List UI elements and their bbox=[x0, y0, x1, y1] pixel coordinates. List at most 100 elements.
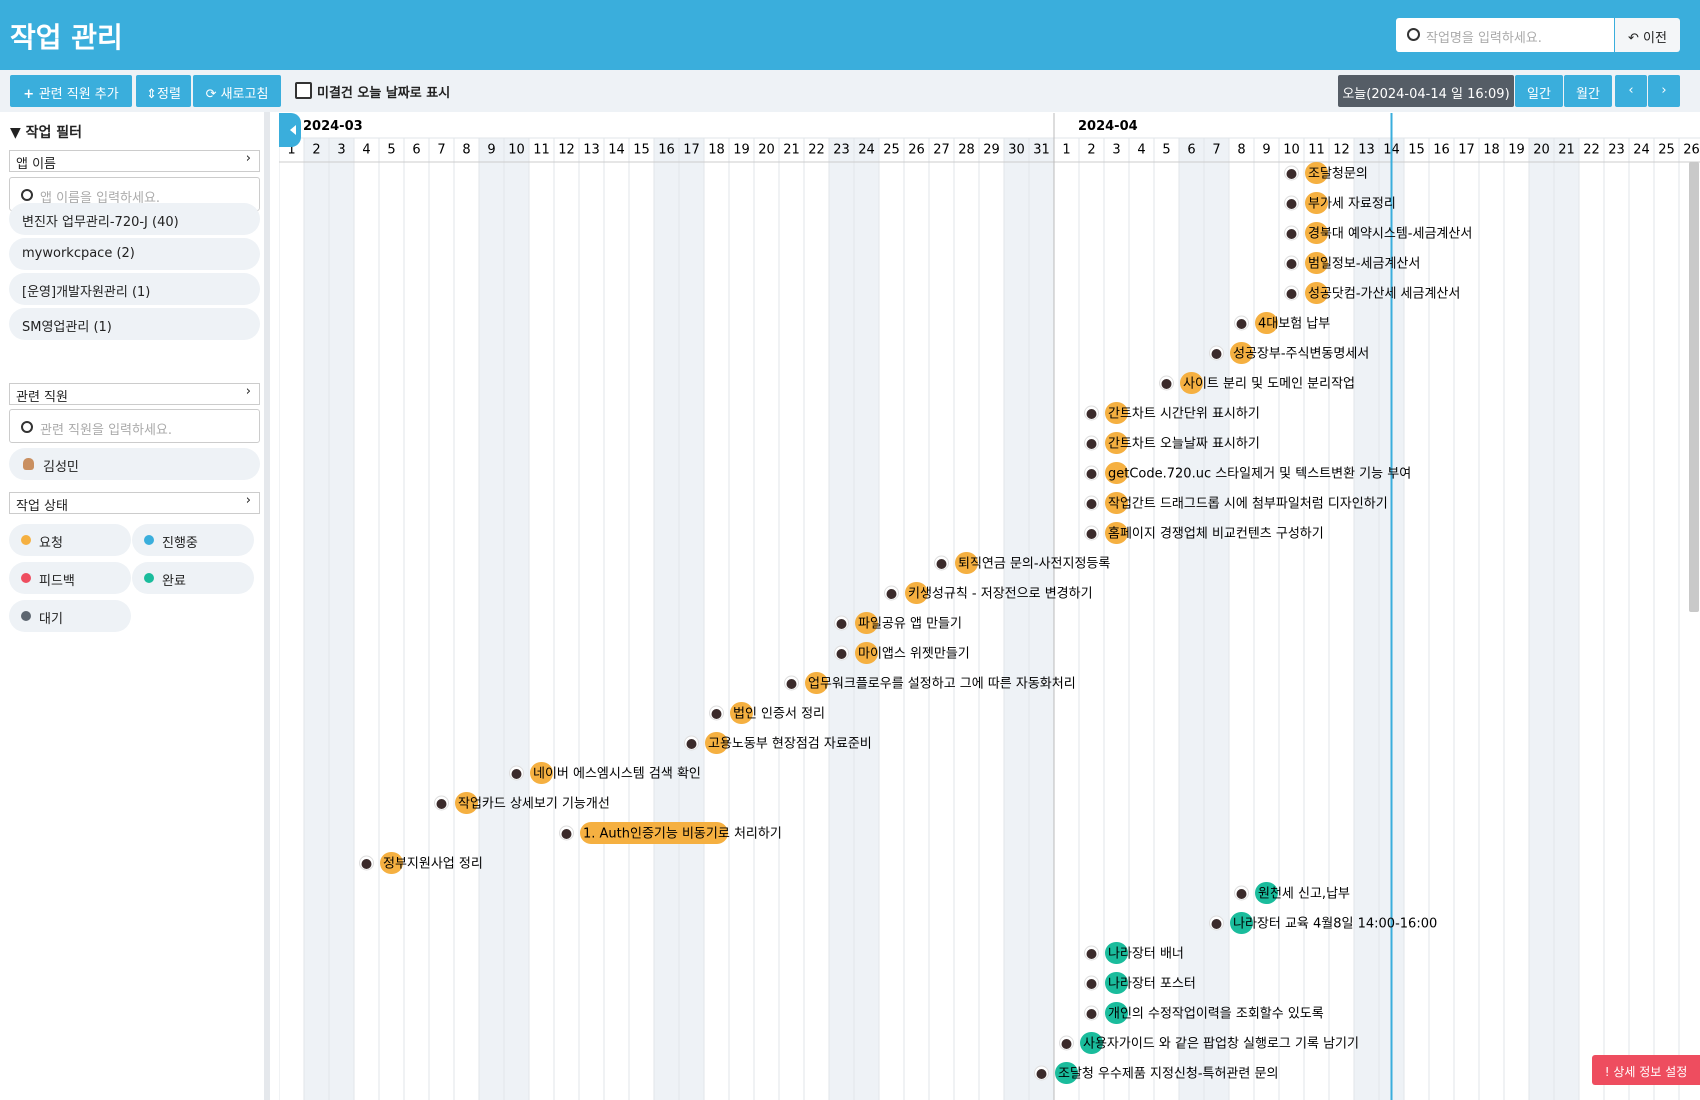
day-label: 14 bbox=[608, 143, 625, 158]
task-avatar-face bbox=[1161, 379, 1172, 389]
day-label: 26 bbox=[1683, 143, 1700, 158]
status-item[interactable]: 요청 bbox=[9, 524, 131, 556]
task-bar bbox=[1105, 522, 1128, 544]
back-text: 이전 bbox=[1643, 31, 1667, 46]
status-item[interactable]: 피드백 bbox=[9, 562, 131, 594]
refresh-button[interactable]: ⟳ 새로고침 bbox=[193, 75, 281, 107]
task-bar bbox=[1055, 1062, 1078, 1084]
monthly-button[interactable]: 월간 bbox=[1564, 75, 1612, 107]
day-label: 6 bbox=[412, 143, 420, 158]
staff-search[interactable]: 관련 직원을 입력하세요. bbox=[9, 409, 260, 443]
task-avatar-face bbox=[1286, 259, 1297, 269]
status-name: 대기 bbox=[39, 612, 63, 627]
task-bar bbox=[1105, 942, 1128, 964]
day-label: 25 bbox=[883, 143, 900, 158]
day-label: 23 bbox=[833, 143, 850, 158]
day-label: 5 bbox=[387, 143, 395, 158]
task-bar bbox=[1305, 222, 1328, 244]
task-bar bbox=[1255, 312, 1278, 334]
weekend-column bbox=[479, 138, 504, 1100]
day-label: 18 bbox=[708, 143, 725, 158]
back-label: ↶ bbox=[1628, 31, 1644, 46]
weekend-column bbox=[1029, 138, 1054, 1100]
back-button[interactable]: ↶ 이전 bbox=[1615, 18, 1680, 52]
day-label: 22 bbox=[808, 143, 825, 158]
staff-select[interactable]: 관련 직원 bbox=[9, 383, 260, 405]
status-name: 진행중 bbox=[162, 536, 198, 551]
task-bar bbox=[1105, 1002, 1128, 1024]
today-button[interactable]: 오늘(2024-04-14 일 16:09) bbox=[1338, 75, 1514, 107]
task-avatar-face bbox=[1086, 529, 1097, 539]
filter-icon: ▼ bbox=[10, 125, 26, 141]
toolbar: + 관련 직원 추가 ⇕정렬 ⟳ 새로고침 미결건 오늘 날짜로 표시 오늘(2… bbox=[0, 70, 1700, 112]
day-label: 16 bbox=[1433, 143, 1450, 158]
status-dot bbox=[21, 573, 31, 583]
day-label: 7 bbox=[1212, 143, 1220, 158]
checkbox-label: 미결건 오늘 날짜로 표시 bbox=[317, 86, 451, 101]
task-bar bbox=[705, 732, 728, 754]
task-bar bbox=[855, 642, 878, 664]
status-item[interactable]: 대기 bbox=[9, 600, 131, 632]
task-avatar-face bbox=[1036, 1069, 1047, 1079]
detail-icon: ! bbox=[1604, 1065, 1614, 1079]
staff-item[interactable]: 김성민 bbox=[9, 448, 260, 480]
sort-button[interactable]: ⇕정렬 bbox=[136, 75, 191, 107]
day-label: 3 bbox=[1112, 143, 1120, 158]
app-item[interactable]: SM영업관리 (1) bbox=[9, 308, 260, 340]
task-bar bbox=[455, 792, 478, 814]
task-bar bbox=[955, 552, 978, 574]
day-label: 24 bbox=[858, 143, 875, 158]
status-name: 피드백 bbox=[39, 574, 75, 589]
prev-button[interactable]: ‹ bbox=[1615, 75, 1647, 107]
status-select[interactable]: 작업 상태 bbox=[9, 492, 260, 514]
day-label: 2 bbox=[312, 143, 320, 158]
status-item[interactable]: 완료 bbox=[132, 562, 254, 594]
day-label: 15 bbox=[633, 143, 650, 158]
task-avatar-face bbox=[1286, 199, 1297, 209]
checkbox[interactable] bbox=[295, 82, 312, 99]
task-avatar-face bbox=[1236, 889, 1247, 899]
task-bar bbox=[1305, 192, 1328, 214]
task-bar bbox=[1105, 402, 1128, 424]
day-label: 8 bbox=[1237, 143, 1245, 158]
app-item[interactable]: [운영]개발자원관리 (1) bbox=[9, 273, 260, 305]
app-item[interactable]: 변진자 업무관리-720-J (40) bbox=[9, 203, 260, 235]
staff-avatar bbox=[23, 458, 34, 470]
task-bar bbox=[1230, 912, 1253, 934]
task-avatar-face bbox=[1086, 979, 1097, 989]
day-label: 8 bbox=[462, 143, 470, 158]
filter-text: 작업 필터 bbox=[25, 125, 83, 141]
weekend-column bbox=[1354, 138, 1379, 1100]
status-name: 완료 bbox=[162, 574, 186, 589]
weekend-column bbox=[654, 138, 679, 1100]
task-label: 부가세 자료정리 bbox=[1308, 197, 1396, 212]
day-label: 30 bbox=[1008, 143, 1025, 158]
task-bar bbox=[1255, 882, 1278, 904]
daily-button[interactable]: 일간 bbox=[1515, 75, 1563, 107]
day-label: 10 bbox=[1283, 143, 1300, 158]
task-avatar-face bbox=[1236, 319, 1247, 329]
add-staff-button[interactable]: + 관련 직원 추가 bbox=[10, 75, 132, 107]
sidebar-toggle[interactable] bbox=[279, 113, 301, 147]
app-select[interactable]: 앱 이름 bbox=[9, 150, 260, 172]
task-label: 키생성규칙 - 저장전으로 변경하기 bbox=[908, 587, 1093, 602]
task-bar bbox=[1105, 492, 1128, 514]
task-label: 파일공유 앱 만들기 bbox=[858, 617, 962, 632]
status-dot bbox=[144, 535, 154, 545]
task-avatar-face bbox=[836, 619, 847, 629]
task-bar bbox=[1105, 972, 1128, 994]
status-item[interactable]: 진행중 bbox=[132, 524, 254, 556]
task-label: 나라장터 교육 4월8일 14:00-16:00 bbox=[1233, 917, 1437, 932]
detail-settings-button[interactable]: ! 상세 정보 설정 bbox=[1592, 1055, 1700, 1085]
task-label: 사이트 분리 및 도메인 분리작업 bbox=[1183, 377, 1355, 392]
weekend-column bbox=[679, 138, 704, 1100]
task-label: 조달청문의 bbox=[1308, 167, 1368, 182]
day-label: 21 bbox=[783, 143, 800, 158]
task-label: 마이앱스 위젯만들기 bbox=[858, 647, 970, 662]
task-avatar-face bbox=[1286, 289, 1297, 299]
task-avatar-face bbox=[711, 709, 722, 719]
app-item[interactable]: myworkcpace (2) bbox=[9, 238, 260, 270]
task-search[interactable]: 작업명을 입력하세요. bbox=[1396, 18, 1614, 52]
next-button[interactable]: › bbox=[1648, 75, 1680, 107]
day-label: 18 bbox=[1483, 143, 1500, 158]
